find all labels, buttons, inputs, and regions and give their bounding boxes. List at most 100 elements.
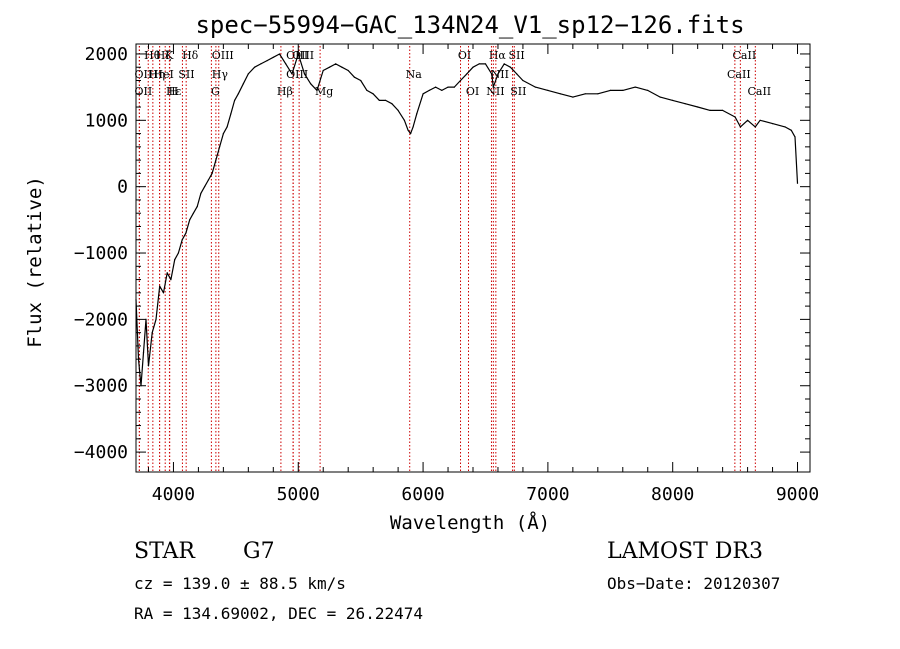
data-point	[322, 69, 324, 72]
x-axis-label: Wavelength (Å)	[390, 511, 550, 534]
line-marker-label-28: SII	[510, 85, 526, 98]
data-point	[310, 83, 312, 85]
data-point	[466, 73, 468, 75]
data-point	[684, 103, 686, 105]
data-point	[794, 136, 796, 138]
line-marker-label-18: NII	[491, 68, 509, 81]
data-point	[503, 63, 505, 65]
data-point	[170, 279, 172, 281]
y-tick-label: 1000	[85, 110, 128, 131]
data-point	[478, 63, 480, 65]
data-point	[254, 66, 256, 68]
data-point	[516, 73, 518, 75]
data-point	[285, 63, 287, 65]
data-point	[207, 179, 209, 181]
data-point	[372, 93, 374, 95]
line-marker-label-19: CaII	[727, 68, 751, 81]
y-tick-label: −1000	[74, 243, 128, 264]
data-point	[360, 79, 362, 82]
data-point	[447, 86, 449, 88]
data-point	[522, 79, 524, 82]
data-point	[378, 99, 380, 101]
line-marker-label-17: Na	[406, 68, 423, 81]
y-axis-label: Flux (relative)	[24, 176, 46, 348]
data-point	[453, 86, 455, 88]
data-point	[142, 352, 145, 354]
data-point	[181, 239, 183, 241]
data-point	[435, 86, 437, 88]
line-marker-label-14: SII	[178, 68, 194, 81]
data-point	[219, 146, 221, 148]
data-point	[200, 192, 202, 194]
line-marker-label-22: H	[169, 85, 179, 98]
line-marker-label-3: Hδ	[182, 49, 199, 62]
data-point	[709, 109, 711, 111]
data-point	[416, 113, 418, 115]
line-marker-label-5: OIII	[286, 49, 308, 62]
x-tick-label: 7000	[526, 484, 569, 505]
line-marker-label-1: Hζ	[156, 49, 172, 62]
line-marker-label-2: K	[165, 49, 174, 62]
data-point	[534, 86, 537, 88]
data-point	[159, 285, 161, 287]
data-point	[772, 123, 774, 125]
data-point	[472, 66, 474, 68]
data-point	[722, 109, 724, 111]
plot-frame	[135, 43, 811, 473]
data-point	[162, 292, 165, 294]
line-marker-label-9: SII	[508, 49, 524, 62]
series-layer	[135, 53, 799, 387]
data-point	[185, 232, 187, 234]
data-point	[747, 119, 749, 121]
data-point	[155, 318, 157, 320]
data-point	[147, 365, 150, 367]
data-point	[647, 89, 649, 91]
data-point	[196, 206, 198, 208]
line-marker-label-10: CaII	[733, 49, 757, 62]
x-tick-label: 5000	[277, 484, 320, 505]
y-tick-label: 2000	[85, 44, 128, 65]
data-point	[491, 73, 493, 75]
data-point	[151, 332, 153, 334]
data-point	[734, 116, 736, 118]
ra-dec-coordinates: RA = 134.69002, DEC = 26.22474	[134, 604, 423, 623]
line-marker-label-26: OI	[466, 85, 479, 98]
series-line-0	[135, 53, 799, 387]
data-point	[428, 89, 430, 91]
data-point	[204, 186, 206, 188]
data-point	[410, 133, 412, 135]
y-tick-label: −2000	[74, 309, 128, 330]
y-tick-label: −4000	[74, 442, 128, 463]
data-point	[609, 89, 611, 91]
data-point	[385, 99, 387, 101]
data-point	[492, 86, 494, 88]
line-marker-label-27: NII	[486, 85, 504, 98]
data-point	[403, 119, 405, 121]
line-marker-label-0: Hθ	[144, 49, 161, 62]
data-point	[226, 126, 228, 128]
x-tick-label: 4000	[152, 484, 195, 505]
data-point	[759, 119, 761, 121]
data-point	[697, 106, 699, 108]
data-point	[291, 73, 293, 75]
data-point	[215, 159, 217, 161]
y-tick-label: −3000	[74, 376, 128, 397]
data-point	[260, 63, 262, 65]
data-point	[353, 76, 355, 78]
line-marker-label-16: OIII	[286, 68, 308, 81]
data-point	[230, 113, 232, 115]
data-point	[739, 126, 742, 128]
data-point	[237, 93, 239, 95]
line-marker-label-12: Hη	[149, 68, 165, 81]
data-point	[347, 69, 349, 72]
data-point	[572, 96, 574, 98]
line-marker-label-29: CaII	[747, 85, 771, 98]
line-marker-label-4: OIII	[212, 49, 234, 62]
data-point	[303, 73, 306, 75]
data-point	[391, 103, 393, 105]
data-point	[211, 172, 213, 174]
data-point	[659, 96, 661, 98]
y-tick-label: 0	[117, 177, 128, 198]
axis-ticks: 4000 5000 6000 7000 8000 9000 −4000 −3000 −2000 −…	[74, 44, 819, 505]
